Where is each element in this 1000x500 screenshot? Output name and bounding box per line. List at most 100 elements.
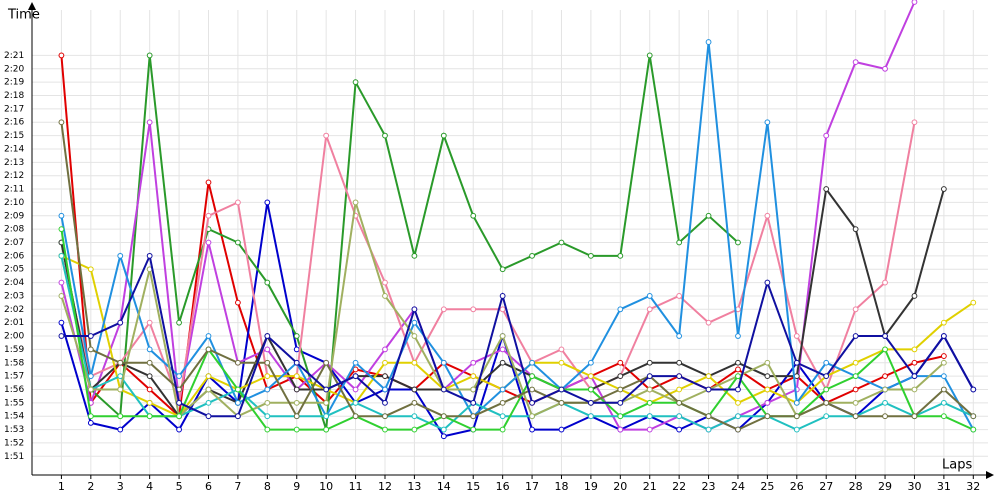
point xyxy=(411,359,418,366)
point xyxy=(617,426,624,433)
point xyxy=(411,319,418,326)
x-tick-label: 28 xyxy=(849,480,863,493)
point xyxy=(146,119,153,126)
point xyxy=(235,386,241,393)
point xyxy=(264,426,271,433)
point xyxy=(646,52,653,59)
point xyxy=(411,399,418,406)
point xyxy=(882,386,888,393)
point xyxy=(293,426,300,433)
point xyxy=(735,413,741,420)
point xyxy=(470,306,477,313)
point xyxy=(146,359,153,366)
x-tick-label: 16 xyxy=(496,480,510,493)
x-tick-label: 4 xyxy=(146,480,153,493)
point xyxy=(382,373,388,380)
point xyxy=(58,212,65,219)
point xyxy=(587,399,594,406)
point xyxy=(264,386,271,393)
point xyxy=(646,306,653,313)
point xyxy=(676,413,683,420)
y-tick-label: 1:55 xyxy=(4,398,24,408)
point xyxy=(676,239,683,246)
point xyxy=(293,333,300,339)
point xyxy=(323,132,330,139)
point xyxy=(382,132,388,139)
x-tick-label: 23 xyxy=(702,480,716,493)
point xyxy=(764,119,771,126)
y-tick-label: 2:20 xyxy=(4,64,24,74)
point xyxy=(940,359,947,366)
x-tick-label: 2 xyxy=(87,480,94,493)
point xyxy=(87,386,94,393)
point xyxy=(352,373,359,380)
x-tick-label: 12 xyxy=(378,480,392,493)
x-tick-label: 5 xyxy=(176,480,183,493)
point xyxy=(146,346,153,353)
y-tick-label: 2:03 xyxy=(4,291,24,301)
point xyxy=(764,279,771,286)
point xyxy=(264,333,271,339)
point xyxy=(499,346,506,353)
point xyxy=(205,373,212,380)
point xyxy=(205,399,212,406)
point xyxy=(852,359,859,366)
point xyxy=(587,413,594,420)
point xyxy=(176,413,182,420)
point xyxy=(793,426,800,433)
point xyxy=(87,346,94,353)
y-axis-label: Time xyxy=(7,8,40,23)
point xyxy=(146,386,153,393)
point xyxy=(293,413,300,420)
point xyxy=(823,132,830,139)
point xyxy=(352,359,359,366)
point xyxy=(823,373,830,380)
point xyxy=(205,239,212,246)
point xyxy=(676,426,683,433)
series-line xyxy=(60,55,739,430)
point xyxy=(911,386,918,393)
point xyxy=(911,346,918,353)
point xyxy=(176,373,182,380)
x-tick-label: 10 xyxy=(319,480,333,493)
point xyxy=(58,119,65,126)
point xyxy=(117,359,124,366)
point xyxy=(87,333,94,339)
point xyxy=(852,59,859,66)
series-line xyxy=(60,228,974,431)
point xyxy=(940,319,947,326)
point xyxy=(382,413,388,420)
point xyxy=(764,212,771,219)
point xyxy=(382,293,388,299)
point xyxy=(499,413,506,420)
y-tick-label: 1:51 xyxy=(4,452,24,462)
point xyxy=(558,386,565,393)
point xyxy=(587,373,594,380)
point xyxy=(735,373,741,380)
point xyxy=(911,359,918,366)
point xyxy=(882,346,888,353)
point xyxy=(499,333,506,339)
y-tick-label: 2:02 xyxy=(4,305,24,315)
point xyxy=(499,399,506,406)
x-tick-label: 17 xyxy=(525,480,539,493)
x-tick-label: 20 xyxy=(613,480,627,493)
point xyxy=(117,319,124,326)
point xyxy=(58,319,65,326)
point xyxy=(529,386,535,393)
y-tick-label: 2:08 xyxy=(4,225,24,235)
point xyxy=(58,293,65,299)
point xyxy=(411,333,418,339)
point xyxy=(146,252,153,259)
point xyxy=(735,386,741,393)
point xyxy=(911,413,918,420)
point xyxy=(852,333,859,339)
y-tick-label: 2:06 xyxy=(4,251,24,261)
point xyxy=(882,373,888,380)
series-line xyxy=(60,202,975,438)
point xyxy=(411,306,418,313)
point xyxy=(823,386,830,393)
point xyxy=(293,399,300,406)
point xyxy=(440,413,447,420)
